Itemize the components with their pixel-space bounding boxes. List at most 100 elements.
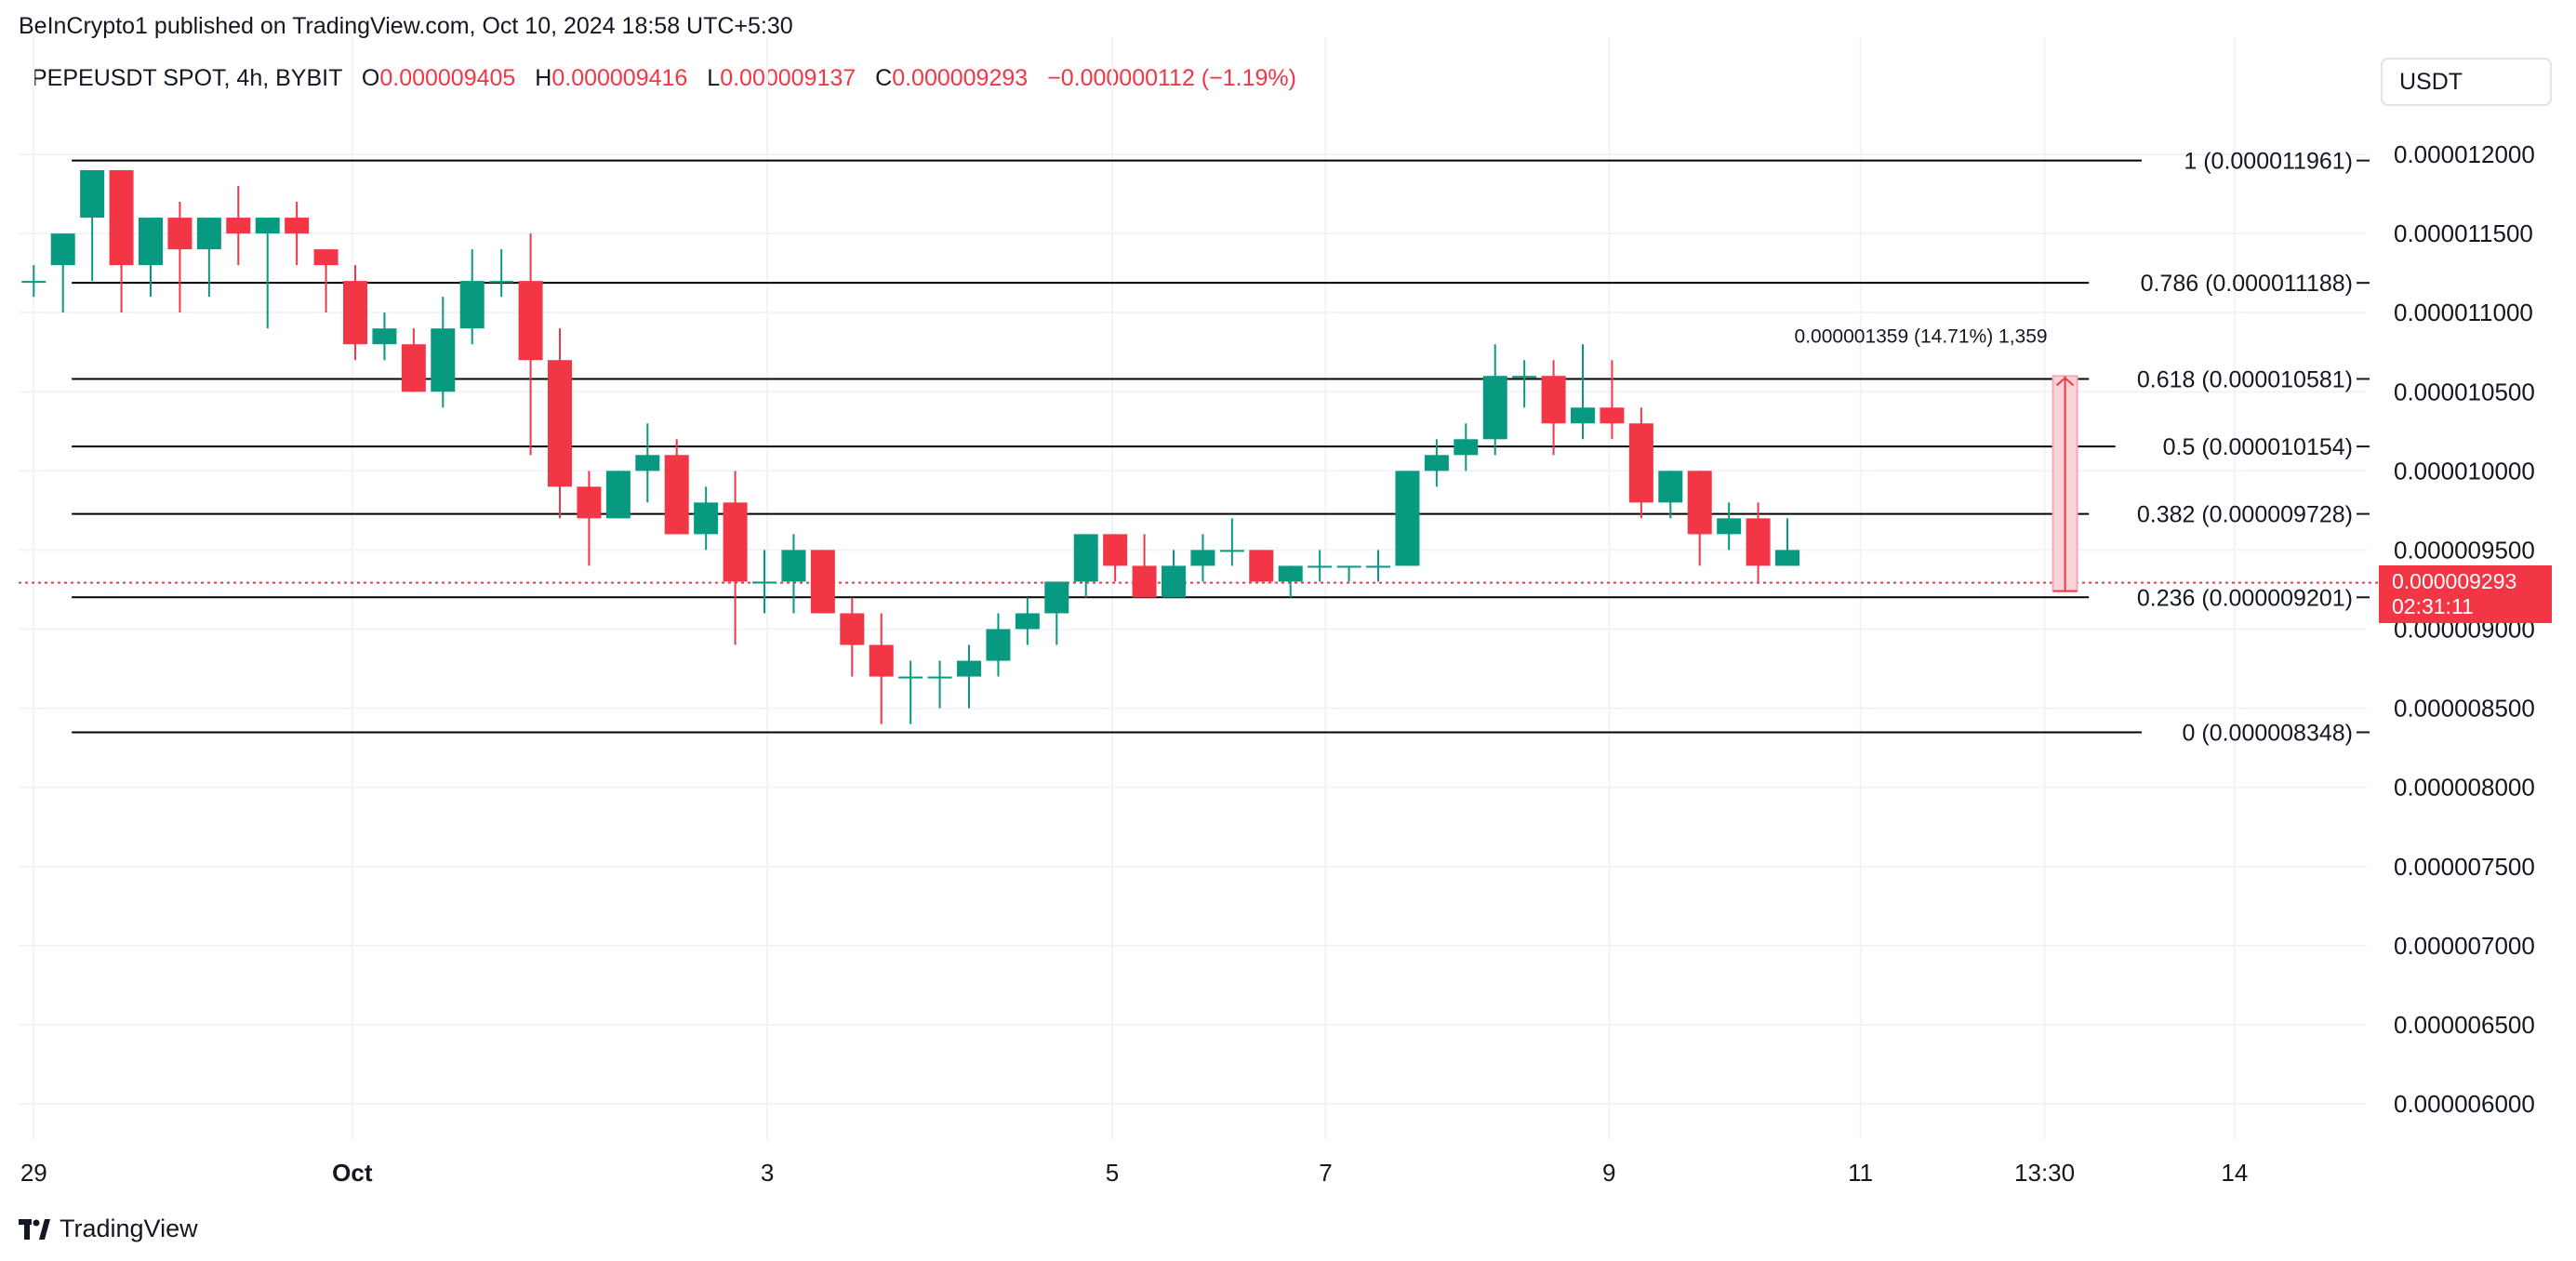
x-tick-label: 7 (1319, 1159, 1332, 1187)
candle-body (459, 281, 485, 329)
y-tick-label: 0.000006500 (2394, 1011, 2535, 1039)
candle-body (80, 170, 105, 219)
tradingview-logo-icon (19, 1218, 50, 1240)
y-tick-label: 0.000007500 (2394, 853, 2535, 881)
candle-body (226, 218, 251, 234)
candle-body (694, 502, 719, 535)
fibonacci-retracement[interactable]: 1 (0.000011961) 0.786 (0.000011188) 0.618 … (72, 149, 2370, 747)
change-value: −0.000000112 (−1.19%) (1047, 65, 1296, 91)
candle-body (1162, 565, 1186, 598)
x-tick-label: Oct (332, 1159, 373, 1187)
candle-body (1073, 534, 1098, 582)
last-price-tag: 0.000009293 02:31:11 (2379, 565, 2552, 623)
y-tick-label: 0.000010000 (2394, 457, 2535, 484)
y-tick-label: 0.000009500 (2394, 536, 2535, 564)
tradingview-logo[interactable]: TradingView (19, 1215, 198, 1243)
y-tick-label: 0.000008500 (2394, 695, 2535, 723)
candle-body (605, 471, 631, 519)
candle-body (518, 281, 543, 361)
candle-body (1103, 534, 1128, 566)
candle-body (1628, 423, 1653, 503)
candle-body (1395, 471, 1420, 566)
candle-body (50, 233, 75, 266)
candle-body (489, 281, 514, 284)
fib-level-label: 0.618 (0.000010581) (2137, 366, 2353, 392)
candle-body (1746, 518, 1771, 566)
candle-body (548, 360, 572, 487)
candle-body (635, 455, 660, 471)
open-value: 0.000009405 (379, 65, 516, 91)
candle-body (313, 249, 339, 266)
candle-body (372, 328, 397, 345)
candle-body (1044, 581, 1069, 614)
candle-body (255, 218, 280, 234)
fib-level-label: 0.382 (0.000009728) (2137, 502, 2353, 528)
fib-level-label: 1 (0.000011961) (2184, 149, 2353, 175)
candle-body (1717, 518, 1742, 535)
candle-body (1219, 550, 1244, 552)
x-tick-label: 29 (20, 1159, 47, 1187)
time-axis[interactable]: 29 Oct 3 5 7 9 11 13:30 14 (20, 1159, 2248, 1187)
candle-body (986, 629, 1011, 661)
candle-body (1687, 471, 1712, 535)
candle-body (431, 328, 456, 392)
candle-body (723, 502, 748, 582)
candle-body (1775, 550, 1799, 566)
x-tick-label: 14 (2221, 1159, 2248, 1187)
candle-body (401, 344, 426, 392)
measure-arrow (2055, 377, 2075, 387)
candle-body (752, 581, 777, 584)
low-label: L (707, 65, 721, 91)
y-tick-label: 0.000006000 (2394, 1090, 2535, 1118)
candle-body (781, 550, 806, 582)
x-tick-label: 13:30 (2014, 1159, 2075, 1187)
measure-label: 0.000001359 (14.71%) 1,359 (1795, 325, 2048, 347)
x-tick-label: 3 (761, 1159, 774, 1187)
symbol-label[interactable]: PEPEUSDT SPOT, 4h, BYBIT (32, 65, 342, 91)
candle-body (1366, 565, 1390, 568)
currency-button[interactable]: USDT (2381, 58, 2552, 106)
candle-body (1454, 439, 1479, 456)
candle-body (927, 676, 952, 679)
y-tick-label: 0.000011000 (2394, 299, 2533, 326)
candle-body (1132, 565, 1157, 598)
candle-body (577, 486, 602, 519)
candle-body (167, 218, 193, 250)
close-label: C (875, 65, 893, 91)
candle-body (285, 218, 310, 234)
candle-body (1658, 471, 1683, 503)
candle-body (1278, 565, 1303, 582)
candle-body (664, 455, 689, 535)
x-tick-label: 9 (1602, 1159, 1615, 1187)
candle-body (1600, 407, 1625, 424)
fib-level-label: 0 (0.000008348) (2183, 720, 2353, 746)
candle-body (1336, 565, 1361, 568)
y-tick-label: 0.000008000 (2394, 774, 2535, 802)
candles (19, 170, 2379, 724)
candle-body (1571, 407, 1595, 424)
fib-level-label: 0.5 (0.000010154) (2163, 434, 2353, 460)
candle-body (1424, 455, 1449, 471)
fib-level-label: 0.786 (0.000011188) (2141, 271, 2353, 297)
candle-body (343, 281, 367, 345)
last-price-value: 0.000009293 (2392, 569, 2517, 593)
candle-body (109, 170, 134, 266)
tradingview-logo-text: TradingView (60, 1215, 198, 1242)
y-tick-label: 0.000011500 (2394, 219, 2533, 247)
low-value: 0.000009137 (720, 65, 856, 91)
candle-body (1541, 376, 1566, 424)
x-tick-label: 5 (1106, 1159, 1119, 1187)
close-value: 0.000009293 (892, 65, 1029, 91)
candle-body (1308, 565, 1333, 568)
price-axis[interactable]: 0.000012000 0.000011500 0.000011000 0.00001… (2394, 140, 2535, 1118)
candle-body (840, 613, 865, 645)
high-label: H (535, 65, 552, 91)
candle-body (1015, 613, 1040, 630)
candle-body (1482, 376, 1507, 440)
candle-body (898, 676, 923, 679)
measure-tool[interactable]: 0.000001359 (14.71%) 1,359 (1795, 325, 2078, 592)
bar-countdown: 02:31:11 (2392, 594, 2474, 618)
publisher-line: BeInCrypto1 published on TradingView.com… (19, 13, 793, 39)
candle-body (139, 218, 163, 266)
